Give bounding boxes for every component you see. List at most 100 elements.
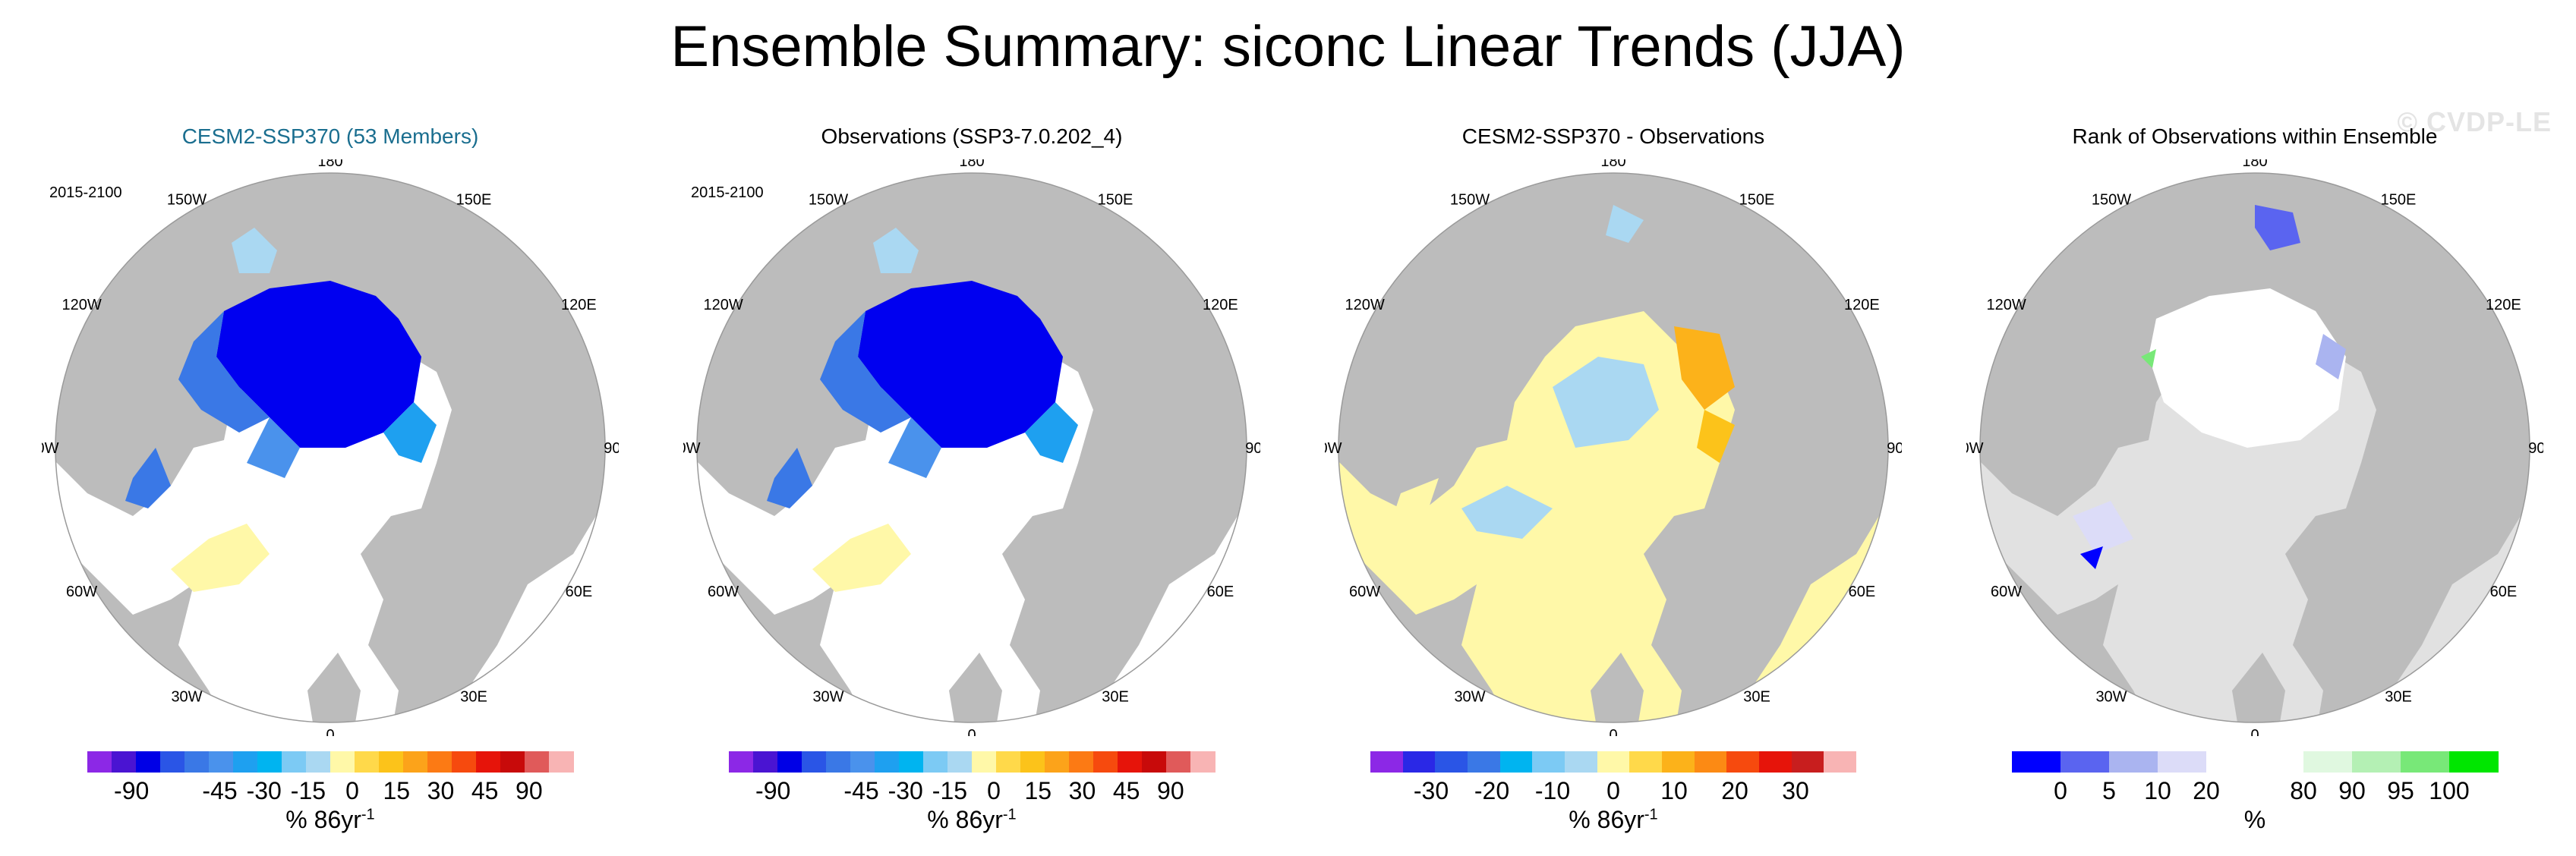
colorbar-tick-label: 90	[2338, 777, 2366, 804]
colorbar-cell	[2401, 751, 2450, 773]
colorbar-cell	[947, 751, 973, 773]
colorbar-cell	[500, 751, 525, 773]
colorbar-cell	[2352, 751, 2401, 773]
colorbar-tick-label: 0	[1606, 777, 1620, 804]
longitude-label: 120E	[1203, 297, 1238, 313]
longitude-label: 150E	[456, 192, 492, 209]
panel-observations: Observations (SSP3-7.0.202_4) 180 150E 120…	[683, 114, 1260, 835]
colorbar-tick-label: 0	[2054, 777, 2067, 804]
longitude-labels: 180 150E 120E 90E 60E 30E 0 30W 60W 90W 120W 150W	[683, 159, 1260, 736]
panel-difference: CESM2-SSP370 - Observations 180 150E 120E 9…	[1325, 114, 1902, 835]
longitude-label: 90E	[2528, 440, 2543, 457]
map-border	[55, 172, 606, 723]
panel-ensemble-trend: CESM2-SSP370 (53 Members) 180 150E 120E 90E…	[42, 114, 619, 835]
colorbar-cell	[257, 751, 282, 773]
colorbar-tick-label: 20	[2193, 777, 2220, 804]
colorbar-units: % 86yr-1	[1325, 806, 1902, 834]
colorbar-cell	[2060, 751, 2110, 773]
colorbar-tick-label: -15	[932, 777, 968, 804]
map-border	[1979, 172, 2530, 723]
longitude-label: 60E	[1849, 584, 1876, 600]
colorbar-tick-label: 80	[2290, 777, 2317, 804]
longitude-label: 180	[959, 159, 984, 170]
colorbar-tick-label: -30	[1413, 777, 1449, 804]
map-border	[696, 172, 1247, 723]
colorbar-tick-label: -45	[202, 777, 238, 804]
period-label: 2015-2100	[49, 184, 122, 201]
colorbar-cell	[549, 751, 574, 773]
longitude-label: 150E	[2381, 192, 2417, 209]
colorbar-cell	[1435, 751, 1468, 773]
colorbar-tick-label: -90	[114, 777, 150, 804]
units-text: % 86yr	[285, 806, 361, 833]
colorbar-cell	[2449, 751, 2499, 773]
colorbar-tick-label: 45	[471, 777, 499, 804]
colorbar-cell	[452, 751, 477, 773]
units-exponent: -1	[361, 806, 375, 823]
colorbar-cell	[777, 751, 802, 773]
colorbar-cell	[525, 751, 550, 773]
colorbar-cell	[899, 751, 924, 773]
difference-pattern	[1393, 205, 1735, 539]
units-text: % 86yr	[1569, 806, 1644, 833]
colorbar-cell	[1069, 751, 1094, 773]
longitude-labels: 180 150E 120E 90E 60E 30E 0 30W 60W 90W 120W 150W	[1966, 159, 2543, 736]
longitude-label: 150W	[809, 192, 848, 209]
polar-map: 180 150E 120E 90E 60E 30E 0 30W 60W 90W 120W 150W 2…	[42, 159, 619, 736]
colorbar-tick-label: -45	[843, 777, 879, 804]
longitude-label: 30W	[1454, 688, 1485, 705]
longitude-label: 60W	[66, 584, 97, 600]
colorbar-tick-label: -30	[888, 777, 923, 804]
units-text: %	[2243, 806, 2266, 833]
figure-title: Ensemble Summary: siconc Linear Trends (…	[670, 14, 1906, 79]
colorbar-tick-label: 0	[987, 777, 1001, 804]
colorbar-tick-label: -30	[246, 777, 282, 804]
colorbar-cell	[209, 751, 234, 773]
colorbar-cell	[1142, 751, 1167, 773]
colorbar-tick-label: 100	[2429, 777, 2470, 804]
colorbar-tick-label: 90	[516, 777, 543, 804]
colorbar-cell	[1532, 751, 1565, 773]
colorbar-cell	[1726, 751, 1760, 773]
colorbar	[1966, 751, 2543, 774]
colorbar-tick-label: -15	[290, 777, 326, 804]
longitude-label: 60E	[2490, 584, 2518, 600]
longitude-label: 150W	[167, 192, 207, 209]
colorbar-cell	[875, 751, 900, 773]
colorbar-units: % 86yr-1	[42, 806, 619, 834]
colorbar-cell	[1597, 751, 1630, 773]
longitude-label: 30E	[1743, 688, 1770, 705]
colorbar-tick-label: -20	[1474, 777, 1510, 804]
longitude-label: 30W	[171, 688, 202, 705]
colorbar-tick-label: 10	[1660, 777, 1688, 804]
longitude-label: 120E	[1844, 297, 1880, 313]
colorbar-tick-label: 30	[427, 777, 455, 804]
longitude-label: 30W	[812, 688, 843, 705]
colorbar-labels: 0 5 10 20 80 90 95 100	[1966, 777, 2543, 807]
longitude-label: 150E	[1098, 192, 1134, 209]
colorbar-tick-label: 30	[1068, 777, 1096, 804]
longitude-label: 60E	[566, 584, 593, 600]
colorbar-cell	[2109, 751, 2158, 773]
colorbar-cell	[355, 751, 380, 773]
longitude-label: 150W	[2092, 192, 2131, 209]
colorbar-units: % 86yr-1	[683, 806, 1260, 834]
longitude-label: 90E	[1887, 440, 1902, 457]
colorbar-tick-label: 45	[1112, 777, 1140, 804]
colorbar-tick-label: 20	[1721, 777, 1748, 804]
colorbar-tick-label: 90	[1157, 777, 1184, 804]
colorbar-cell	[753, 751, 778, 773]
longitude-label: 180	[2242, 159, 2267, 170]
colorbar-cell	[1093, 751, 1118, 773]
units-exponent: -1	[1002, 806, 1017, 823]
colorbar-cell	[2158, 751, 2207, 773]
longitude-label: 120W	[1986, 297, 2026, 313]
longitude-label: 120W	[1345, 297, 1384, 313]
longitude-label: 120W	[61, 297, 101, 313]
panel-title: CESM2-SSP370 - Observations	[1461, 124, 1765, 148]
colorbar-cell	[1166, 751, 1191, 773]
colorbar-cell	[1370, 751, 1404, 773]
colorbar-cell	[160, 751, 185, 773]
longitude-label: 0	[967, 727, 976, 736]
longitude-label: 60W	[1349, 584, 1380, 600]
